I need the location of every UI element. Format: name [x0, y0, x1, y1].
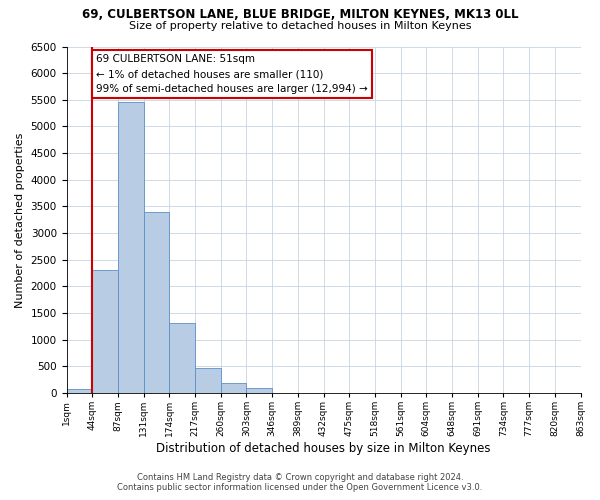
Bar [247, 388, 272, 393]
Bar [143, 212, 169, 393]
Text: Contains HM Land Registry data © Crown copyright and database right 2024.
Contai: Contains HM Land Registry data © Crown c… [118, 473, 482, 492]
Bar [169, 322, 195, 393]
Text: 69 CULBERTSON LANE: 51sqm
← 1% of detached houses are smaller (110)
99% of semi-: 69 CULBERTSON LANE: 51sqm ← 1% of detach… [96, 54, 368, 94]
Text: Size of property relative to detached houses in Milton Keynes: Size of property relative to detached ho… [129, 21, 471, 31]
Bar [118, 102, 143, 393]
Bar [221, 383, 247, 393]
Text: 69, CULBERTSON LANE, BLUE BRIDGE, MILTON KEYNES, MK13 0LL: 69, CULBERTSON LANE, BLUE BRIDGE, MILTON… [82, 8, 518, 20]
Bar [92, 270, 118, 393]
Bar [67, 390, 92, 393]
X-axis label: Distribution of detached houses by size in Milton Keynes: Distribution of detached houses by size … [156, 442, 491, 455]
Y-axis label: Number of detached properties: Number of detached properties [15, 132, 25, 308]
Bar [195, 368, 221, 393]
